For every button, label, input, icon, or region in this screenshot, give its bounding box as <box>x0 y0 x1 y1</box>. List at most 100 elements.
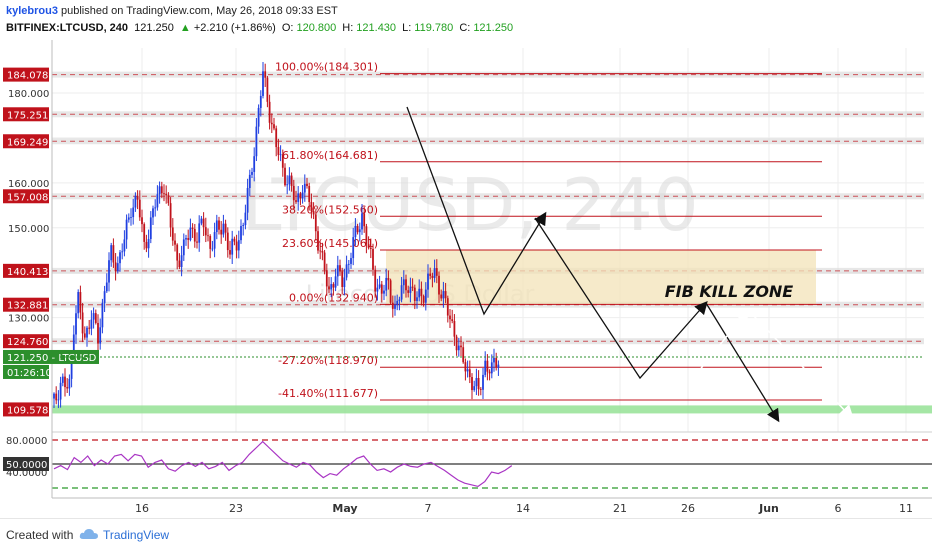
x-tick-label: Jun <box>758 502 779 515</box>
candle-body <box>400 285 403 300</box>
candle-body <box>446 298 449 316</box>
candle-body <box>328 286 330 290</box>
price-tick-label: 130.000 <box>8 314 49 325</box>
black-zigzag-arrow <box>406 106 547 316</box>
up-arrow-icon: ▲ <box>179 22 191 34</box>
candle-body <box>466 369 469 372</box>
price-axis[interactable]: 130.000140.000150.000160.000170.000180.0… <box>0 40 924 498</box>
candle-body <box>163 193 165 195</box>
candle-body <box>169 203 172 228</box>
candle-body <box>365 226 368 245</box>
x-tick-label: 14 <box>516 502 530 515</box>
candle-body <box>433 268 436 278</box>
ohlc-line: BITFINEX:LTCUSD, 240 121.250 ▲ +2.210 (+1… <box>6 22 516 34</box>
open-label: O: <box>281 22 294 34</box>
price-label-tag <box>3 297 49 312</box>
candle-body <box>92 313 95 320</box>
candle-body <box>119 252 121 264</box>
candle-body <box>468 369 471 378</box>
candle-body <box>193 228 196 242</box>
candle-body <box>136 195 139 200</box>
candle-body <box>314 214 317 232</box>
candle-body <box>312 211 315 215</box>
candle-body <box>383 290 385 294</box>
candle-body <box>396 300 399 306</box>
white-down-arrow <box>749 311 855 421</box>
candle-body <box>473 386 476 391</box>
candle-body <box>154 207 157 209</box>
price-change: +2.210 (+1.86%) <box>193 22 276 34</box>
candle-body <box>297 193 300 202</box>
candle-body <box>127 217 130 220</box>
rsi-tick-label: 80.0000 <box>6 436 47 447</box>
candle-body <box>72 334 75 356</box>
x-tick-label: 6 <box>835 502 842 515</box>
author-name[interactable]: kylebrou3 <box>6 5 58 17</box>
fib-kill-zone-label: FIB KILL ZONE <box>665 282 794 301</box>
current-price-tag <box>3 349 99 364</box>
time-axis[interactable]: 16 23 May 7 14 21 26 Jun 6 11 <box>52 497 932 515</box>
candle-body <box>319 250 322 252</box>
candle-body <box>431 275 434 278</box>
candle-body <box>198 223 201 243</box>
price-chart[interactable]: LTCUSD, 240 Litecoin / US Dollar 100.00%… <box>0 40 932 518</box>
candle-body <box>471 377 473 391</box>
price-label-tag <box>3 67 49 82</box>
fib-level-label: 38.20%(152.560) <box>282 203 378 216</box>
candle-body <box>350 258 352 264</box>
candle-body <box>134 195 137 208</box>
close-label: C: <box>459 22 471 34</box>
candle-body <box>90 319 93 329</box>
fib-level-label: 23.60%(145.061) <box>282 237 378 250</box>
price-label-text: 109.578 <box>7 405 48 416</box>
candle-body <box>440 294 443 299</box>
candle-body <box>141 217 143 225</box>
candle-body <box>284 167 286 186</box>
candle-body <box>220 229 223 235</box>
candle-body <box>147 239 150 249</box>
price-tick-label: 180.000 <box>8 89 49 100</box>
candle-body <box>462 347 465 363</box>
candle-body <box>363 213 366 227</box>
candle-body <box>130 217 132 218</box>
candle-body <box>61 376 64 383</box>
candle-body <box>290 175 293 186</box>
candle-body <box>424 289 427 303</box>
fib-level-label: 0.00%(132.940) <box>289 291 378 304</box>
candle-body <box>277 147 280 155</box>
candle-body <box>196 241 198 243</box>
candle-body <box>262 71 264 96</box>
candle-body <box>334 276 337 288</box>
candle-body <box>398 299 401 301</box>
candle-body <box>57 399 60 401</box>
candle-body <box>301 192 304 199</box>
candle-body <box>387 277 390 281</box>
current-price-text: 121.250 - LTCUSD <box>7 353 97 364</box>
candle-body <box>418 288 421 298</box>
candle-body <box>99 327 102 344</box>
candle-body <box>180 255 183 268</box>
candle-body <box>189 227 192 240</box>
rsi-pane[interactable] <box>0 431 932 496</box>
candle-body <box>288 175 291 185</box>
rsi-line <box>53 440 513 488</box>
candle-body <box>94 313 97 323</box>
candle-body <box>165 193 168 196</box>
tradingview-cloud-icon <box>79 529 98 539</box>
tradingview-brand[interactable]: TradingView <box>103 528 170 542</box>
candle-body <box>460 345 462 348</box>
candle-body <box>191 227 194 229</box>
x-tick-label: May <box>332 502 357 515</box>
x-tick-label: 7 <box>425 502 432 515</box>
candle-body <box>152 208 154 218</box>
candle-body <box>114 262 117 272</box>
x-tick-label: 21 <box>613 502 627 515</box>
close-value: 121.250 <box>473 22 514 34</box>
candle-body <box>222 223 225 235</box>
fib-level-label: 100.00%(184.301) <box>275 61 378 74</box>
candle-body <box>336 265 339 277</box>
published-text: published on TradingView.com, May 26, 20… <box>60 5 338 17</box>
candle-body <box>438 275 440 295</box>
candle-body <box>215 220 218 233</box>
candle-body <box>347 263 350 265</box>
